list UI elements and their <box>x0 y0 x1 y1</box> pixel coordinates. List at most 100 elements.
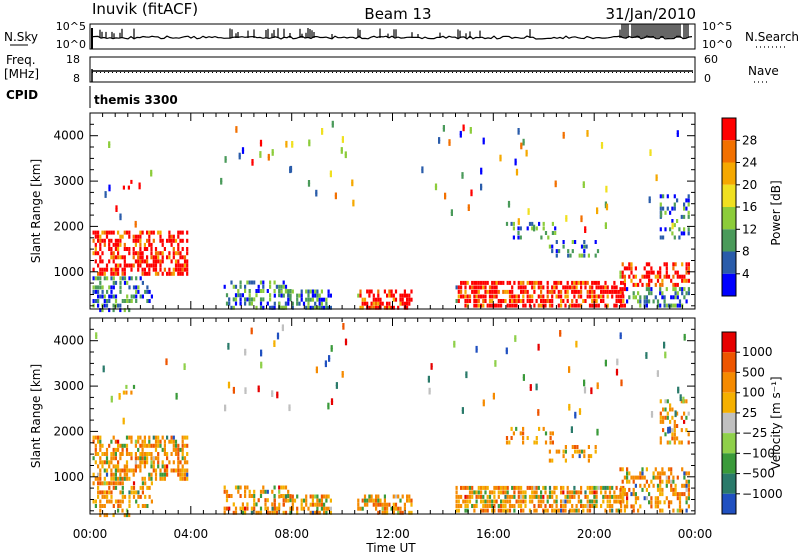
data-cell <box>553 490 556 495</box>
data-cell <box>512 431 515 436</box>
data-cell <box>257 388 260 393</box>
data-cell <box>604 490 607 495</box>
data-cell <box>383 502 386 507</box>
data-cell <box>450 209 453 214</box>
data-cell <box>177 251 180 256</box>
data-cell <box>620 494 623 499</box>
data-cell <box>597 294 600 299</box>
data-cell <box>377 297 380 302</box>
data-cell <box>475 289 478 294</box>
data-cell <box>285 140 288 145</box>
data-cell <box>232 297 235 302</box>
data-cell <box>480 490 483 495</box>
data-cell <box>648 262 651 267</box>
data-cell <box>308 139 311 144</box>
data-cell <box>672 475 675 480</box>
data-cell <box>94 234 97 239</box>
data-cell <box>475 280 478 285</box>
data-cell <box>397 506 400 511</box>
data-cell <box>112 271 115 276</box>
data-cell <box>571 445 574 449</box>
data-cell <box>549 431 552 436</box>
data-cell <box>110 494 113 499</box>
data-cell <box>671 225 674 230</box>
data-cell <box>241 506 244 511</box>
data-cell <box>495 285 498 290</box>
data-cell <box>262 489 265 494</box>
data-cell <box>232 284 235 289</box>
data-cell <box>311 494 314 499</box>
data-cell <box>244 284 247 289</box>
data-cell <box>595 504 598 508</box>
data-cell <box>174 259 178 264</box>
data-cell <box>316 297 319 302</box>
data-cell <box>588 508 592 513</box>
data-cell <box>92 481 95 486</box>
data-cell <box>514 161 517 166</box>
data-cell <box>464 289 467 294</box>
data-cell <box>460 294 463 299</box>
data-cell <box>628 266 631 271</box>
data-cell <box>381 510 384 515</box>
data-cell <box>123 259 126 264</box>
data-cell <box>101 289 104 294</box>
data-cell <box>114 468 117 473</box>
data-cell <box>571 289 574 294</box>
data-cell <box>244 351 247 356</box>
data-cell <box>606 499 609 504</box>
data-cell <box>613 499 616 504</box>
data-cell <box>94 276 97 281</box>
data-cell <box>566 280 569 285</box>
data-cell <box>621 487 624 492</box>
data-cell <box>157 460 160 465</box>
data-cell <box>375 305 378 310</box>
data-cell <box>460 494 463 499</box>
data-cell <box>264 506 267 511</box>
data-cell <box>141 452 144 456</box>
data-cell <box>668 429 671 434</box>
data-cell <box>119 481 122 486</box>
data-cell <box>110 294 113 299</box>
data-cell <box>619 467 622 472</box>
data-cell <box>309 297 312 302</box>
data-cell <box>645 487 648 492</box>
velocity-colorbar-tick: −500 <box>742 467 775 481</box>
data-cell <box>535 440 538 445</box>
data-cell <box>318 301 321 306</box>
data-cell <box>135 499 138 504</box>
data-cell <box>110 460 113 465</box>
data-cell <box>250 330 253 335</box>
data-cell <box>255 502 258 507</box>
data-cell <box>370 301 373 306</box>
data-cell <box>531 494 534 499</box>
data-cell <box>564 294 567 299</box>
data-cell <box>114 255 117 260</box>
data-cell <box>101 251 104 256</box>
data-cell <box>123 494 127 499</box>
data-cell <box>584 504 587 508</box>
data-cell <box>641 274 644 279</box>
data-cell <box>648 278 651 283</box>
data-cell <box>630 475 633 480</box>
data-cell <box>482 299 485 303</box>
data-cell <box>117 263 120 268</box>
data-cell <box>108 294 111 299</box>
data-cell <box>600 144 604 149</box>
data-cell <box>408 293 411 298</box>
data-cell <box>497 280 500 285</box>
data-cell <box>125 468 129 473</box>
data-cell <box>146 285 149 290</box>
data-cell <box>511 485 514 490</box>
data-cell <box>101 504 104 508</box>
data-cell <box>143 464 146 469</box>
data-cell <box>234 506 238 511</box>
nave-tick-top: 60 <box>704 53 718 66</box>
data-cell <box>533 280 536 285</box>
data-cell <box>103 481 106 486</box>
data-cell <box>314 502 317 507</box>
data-cell <box>121 499 124 504</box>
data-cell <box>375 301 378 306</box>
data-cell <box>663 344 666 349</box>
data-cell <box>562 490 565 495</box>
